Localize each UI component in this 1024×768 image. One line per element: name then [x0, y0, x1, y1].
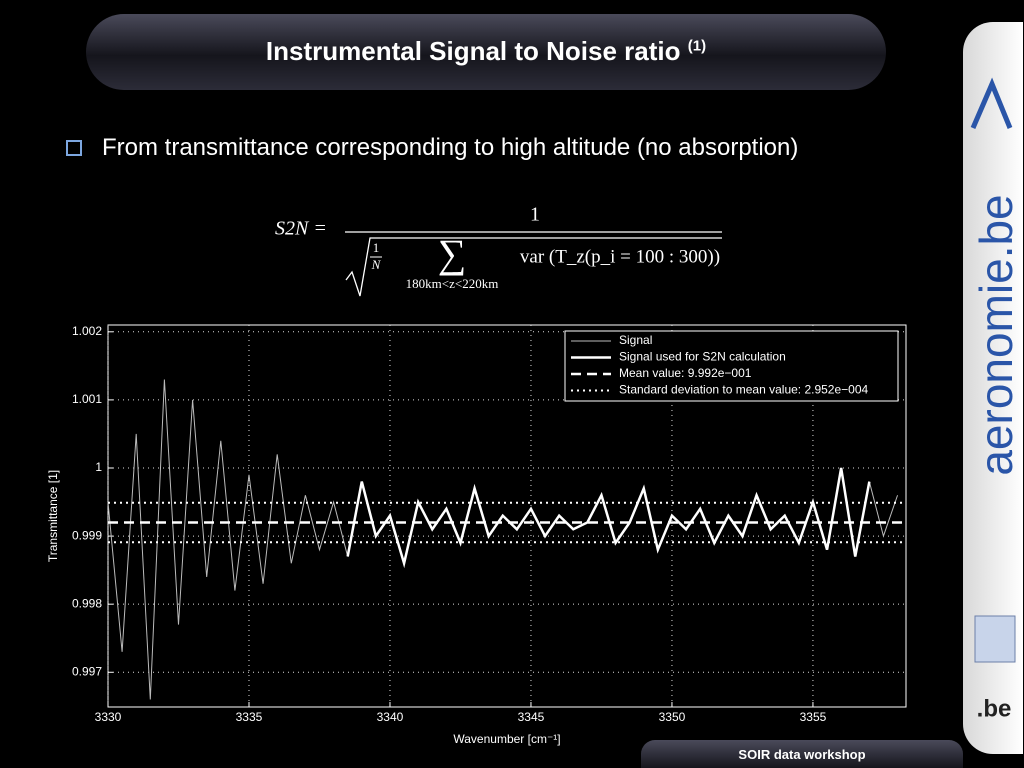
y-tick-label: 1.002 — [72, 324, 102, 338]
x-tick-label: 3335 — [236, 710, 263, 724]
x-axis-label: Wavenumber [cm⁻¹] — [453, 732, 560, 746]
logo-a — [970, 77, 1013, 129]
legend-label: Mean value: 9.992e−001 — [619, 366, 752, 380]
legend-label: Signal used for S2N calculation — [619, 350, 786, 364]
formula-term: var (T_z(p_i = 100 : 300)) — [520, 246, 720, 267]
formula-sum: ∑ — [438, 231, 467, 276]
x-tick-label: 3345 — [518, 710, 545, 724]
brand: aeronomie.be — [970, 194, 1022, 475]
legend-box — [564, 330, 899, 402]
slide-title: Instrumental Signal to Noise ratio (1) — [86, 36, 886, 67]
title-bar: Instrumental Signal to Noise ratio (1) — [86, 14, 886, 90]
title-text: Instrumental Signal to Noise ratio — [265, 36, 681, 66]
y-tick-label: 0.998 — [72, 596, 102, 610]
legend-label: Standard deviation to mean value: 2.952e… — [619, 383, 869, 397]
formula-inner-den: N — [371, 257, 382, 272]
legend-label: Signal — [619, 333, 652, 347]
y-tick-label: 1.001 — [72, 392, 102, 406]
formula-inner-num: 1 — [373, 240, 380, 255]
formula-numerator: 1 — [530, 204, 540, 226]
footer: SOIR data workshop — [641, 740, 963, 768]
y-tick-label: 0.999 — [72, 528, 102, 542]
formula-range: 180km<z<220km — [406, 276, 499, 291]
logo-building — [974, 615, 1016, 663]
formula-lhs: S2N = — [275, 218, 327, 240]
y-tick-label: 0.997 — [72, 664, 102, 678]
x-tick-label: 3355 — [800, 710, 827, 724]
x-tick-label: 3340 — [377, 710, 404, 724]
title-note: (1) — [687, 37, 707, 55]
formula: S2N = 1 1 N ∑ 180km<z<220km var (T_z(p_i… — [275, 204, 722, 297]
bullet: From transmittance corresponding to high… — [62, 132, 862, 163]
y-tick-label: 1 — [95, 460, 102, 474]
sqrt-sign — [345, 237, 722, 297]
x-tick-label: 3350 — [659, 710, 686, 724]
x-tick-label: 3330 — [95, 710, 122, 724]
brand-small: .be — [977, 695, 1012, 722]
y-axis-label: Transmittance [1] — [46, 470, 60, 562]
series-line — [346, 467, 871, 569]
